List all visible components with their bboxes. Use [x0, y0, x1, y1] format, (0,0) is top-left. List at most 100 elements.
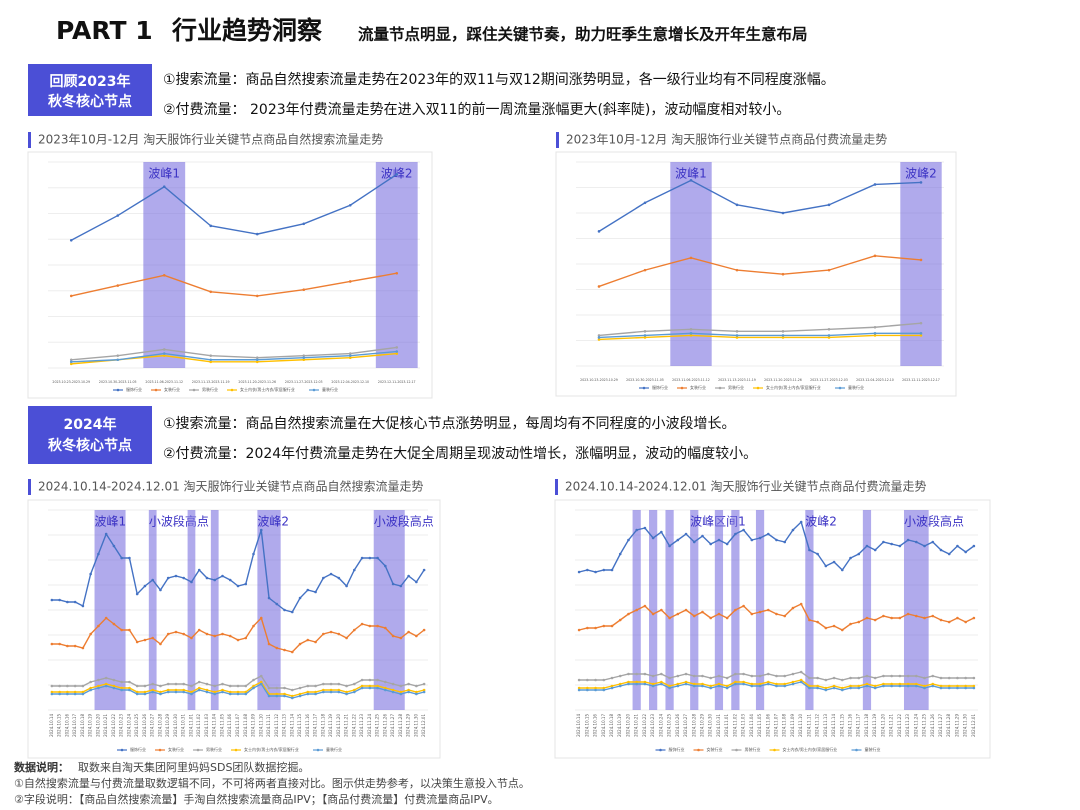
- data-point: [972, 686, 976, 690]
- highlight-band: [143, 162, 186, 368]
- x-tick-label: 2024.11.17: [856, 714, 861, 737]
- data-point: [197, 688, 201, 692]
- legend-label: 童装行业: [326, 746, 342, 752]
- data-point: [89, 680, 92, 684]
- x-tick-label: 2024.10.24: [658, 714, 663, 737]
- data-point: [799, 678, 803, 682]
- data-point: [832, 676, 836, 680]
- x-tick-label: 2024.11.30: [963, 714, 968, 737]
- data-point: [725, 676, 729, 680]
- data-point: [368, 684, 372, 688]
- data-point: [348, 203, 352, 207]
- data-point: [58, 690, 61, 694]
- data-point: [660, 672, 663, 676]
- x-tick-label: 2024.11.01: [188, 714, 193, 737]
- data-point: [734, 682, 737, 686]
- data-point: [112, 678, 116, 682]
- data-point: [329, 682, 333, 686]
- data-point: [627, 612, 630, 616]
- data-point: [890, 616, 893, 620]
- x-tick-label: 2024.11.27: [390, 714, 395, 737]
- data-point: [236, 638, 240, 642]
- data-point: [857, 552, 861, 556]
- legend-dot: [697, 748, 700, 752]
- data-point: [97, 678, 100, 682]
- data-point: [259, 674, 263, 678]
- data-point: [651, 612, 655, 616]
- x-tick-label: 2024.11.26: [382, 714, 387, 737]
- data-point: [151, 682, 154, 686]
- data-point: [939, 618, 943, 622]
- data-point: [857, 686, 861, 690]
- data-point: [692, 674, 696, 678]
- data-point: [676, 612, 680, 616]
- data-point: [368, 686, 372, 690]
- data-point: [816, 620, 819, 624]
- legend-dot: [838, 386, 842, 390]
- data-point: [69, 360, 73, 364]
- x-tick-label: 2024.11.24: [367, 714, 372, 737]
- data-point: [399, 636, 403, 640]
- data-point: [701, 682, 704, 686]
- legend-dot: [158, 748, 162, 752]
- data-point: [898, 674, 902, 678]
- data-point: [283, 648, 286, 652]
- data-point: [865, 684, 869, 688]
- x-tick-label: 2024.10.21: [634, 714, 639, 737]
- data-point: [407, 682, 410, 686]
- data-point: [345, 636, 348, 640]
- data-point: [947, 676, 951, 680]
- data-point: [919, 321, 923, 325]
- x-tick-label: 2024.10.17: [601, 714, 606, 737]
- data-point: [931, 674, 935, 678]
- data-point: [735, 334, 739, 337]
- data-point: [597, 285, 601, 288]
- data-point: [66, 644, 69, 648]
- data-point: [190, 690, 193, 694]
- data-point: [151, 636, 154, 640]
- data-point: [162, 354, 166, 357]
- data-point: [205, 682, 209, 686]
- data-point: [668, 684, 671, 688]
- bullet: ②付费流量：2024年付费流量走势在大促全周期呈现波动性增长，涨幅明显，波动的幅…: [163, 445, 757, 462]
- data-point: [290, 694, 294, 698]
- section-box: [28, 64, 152, 116]
- series-line: [71, 272, 397, 297]
- chart-panel: [555, 151, 957, 397]
- data-point: [337, 576, 341, 580]
- data-point: [174, 690, 178, 694]
- x-tick-label: 2024.11.19: [872, 714, 877, 737]
- legend-label: 女士内衣/男士内衣/家居服行业: [244, 746, 299, 752]
- highlight-label: 波峰1: [148, 167, 180, 181]
- footer-line: ①自然搜索流量与付费流量取数逻辑不同，不可将两者直接对比。图示供走势参考，以决策…: [14, 776, 530, 790]
- data-point: [618, 618, 622, 622]
- x-tick-label: 2024.11.12: [815, 714, 820, 737]
- data-point: [781, 211, 785, 215]
- data-point: [66, 690, 69, 694]
- series-line: [71, 350, 397, 363]
- data-point: [597, 338, 601, 341]
- legend-label: 女装行业: [707, 746, 723, 752]
- data-point: [799, 680, 803, 684]
- data-point: [255, 294, 259, 298]
- data-point: [849, 556, 852, 560]
- legend-label: 童装行业: [322, 386, 338, 392]
- data-point: [676, 684, 680, 688]
- x-tick-label: 2024.10.16: [593, 714, 598, 737]
- x-tick-label: 2024.11.29: [954, 714, 959, 737]
- data-point: [676, 538, 680, 542]
- data-point: [104, 532, 108, 536]
- legend-label: 男装行业: [728, 384, 744, 390]
- data-point: [302, 222, 306, 226]
- x-tick-label: 2024.10.22: [642, 714, 647, 737]
- data-point: [668, 616, 671, 620]
- section-label: 秋冬核心节点: [48, 437, 132, 454]
- data-point: [267, 686, 271, 690]
- data-point: [228, 578, 232, 582]
- data-point: [197, 680, 201, 684]
- data-point: [236, 584, 240, 588]
- data-point: [947, 552, 951, 556]
- data-point: [66, 692, 69, 696]
- data-point: [915, 684, 918, 688]
- data-point: [182, 682, 186, 686]
